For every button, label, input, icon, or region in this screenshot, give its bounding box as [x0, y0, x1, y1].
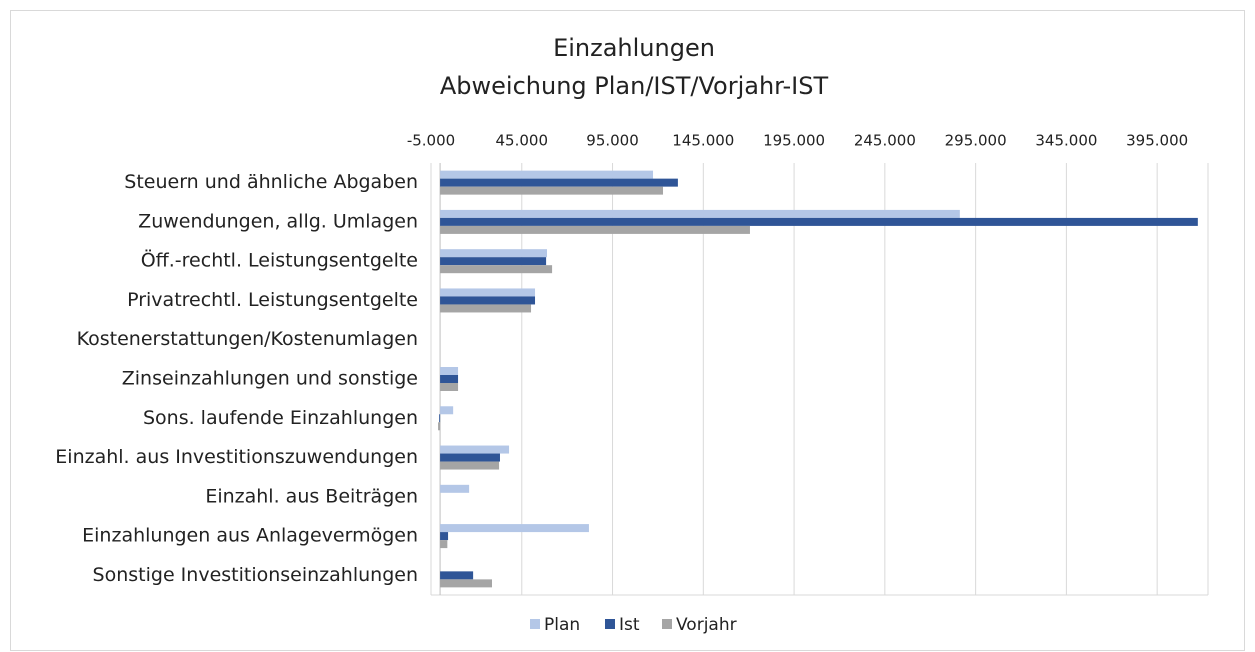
chart-frame	[10, 10, 1245, 651]
bar	[440, 296, 536, 305]
y-tick-label: Einzahlungen aus Anlagevermögen	[82, 525, 418, 547]
y-tick-label: Sons. laufende Einzahlungen	[143, 407, 418, 429]
chart-subtitle: Abweichung Plan/IST/Vorjahr-IST	[440, 72, 829, 100]
bar	[440, 217, 1198, 226]
bar	[440, 445, 510, 454]
bar	[439, 414, 441, 423]
bar	[440, 461, 500, 470]
bar	[440, 484, 470, 493]
legend-label: Vorjahr	[676, 615, 737, 635]
bar	[440, 367, 459, 375]
legend-swatch	[662, 619, 672, 629]
x-tick-label: 295.000	[945, 132, 1007, 150]
bar	[440, 540, 448, 549]
bar	[440, 571, 474, 580]
x-tick-label: 245.000	[854, 132, 916, 150]
chart-title: Einzahlungen	[553, 34, 715, 62]
x-tick-label: 195.000	[763, 132, 825, 150]
y-tick-label: Kostenerstattungen/Kostenumlagen	[77, 328, 418, 350]
bar	[440, 532, 449, 541]
bar	[440, 257, 547, 266]
bar	[440, 524, 589, 533]
y-tick-label: Zinseinzahlungen und sonstige	[122, 368, 418, 390]
bar	[440, 375, 459, 383]
bar	[440, 178, 678, 187]
y-tick-label: Einzahl. aus Investitionszuwendungen	[55, 446, 418, 468]
bar	[440, 186, 664, 195]
bar	[440, 170, 654, 179]
bar	[438, 422, 441, 431]
bar	[440, 579, 492, 588]
bar	[440, 209, 960, 218]
y-tick-label: Einzahl. aus Beiträgen	[205, 485, 418, 507]
bar	[440, 453, 500, 462]
legend-label: Ist	[619, 615, 640, 635]
x-tick-label: 45.000	[496, 132, 549, 150]
bar	[440, 249, 548, 258]
x-tick-label: 95.000	[586, 132, 639, 150]
y-tick-label: Steuern und ähnliche Abgaben	[124, 171, 418, 193]
bar	[440, 406, 454, 415]
y-tick-label: Zuwendungen, allg. Umlagen	[138, 210, 418, 232]
x-tick-label: -5.000	[407, 132, 455, 150]
y-tick-label: Öff.-rechtl. Leistungsentgelte	[141, 249, 418, 272]
legend-label: Plan	[544, 615, 580, 635]
bar	[440, 225, 750, 234]
bar	[440, 265, 553, 274]
legend-swatch	[605, 619, 615, 629]
bar	[440, 383, 459, 391]
x-tick-label: 345.000	[1035, 132, 1097, 150]
bar	[440, 288, 536, 297]
y-tick-label: Sonstige Investitionseinzahlungen	[93, 564, 418, 586]
legend-swatch	[530, 619, 540, 629]
y-tick-label: Privatrechtl. Leistungsentgelte	[127, 289, 418, 311]
x-tick-label: 395.000	[1126, 132, 1188, 150]
bar	[440, 304, 532, 313]
x-tick-label: 145.000	[672, 132, 734, 150]
